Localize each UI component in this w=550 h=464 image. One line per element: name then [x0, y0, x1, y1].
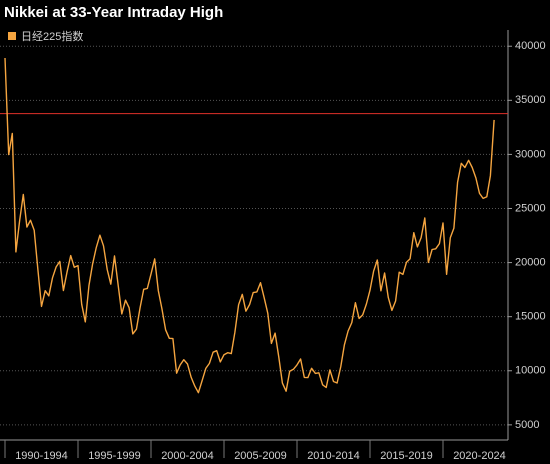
x-tick-label: 2000-2004	[161, 450, 214, 462]
y-tick-label: 10000	[515, 365, 546, 377]
data-line	[4, 57, 495, 394]
y-tick-label: 30000	[515, 148, 546, 160]
y-tick-label: 20000	[515, 256, 546, 268]
legend-label: 日经225指数	[21, 29, 83, 43]
chart-title: Nikkei at 33-Year Intraday High	[4, 4, 223, 21]
x-tick-label: 2010-2014	[307, 450, 360, 462]
legend-swatch	[8, 32, 16, 40]
x-tick-label: 2015-2019	[380, 450, 433, 462]
y-tick-label: 35000	[515, 94, 546, 106]
x-tick-label: 1995-1999	[88, 450, 141, 462]
y-tick-label: 40000	[515, 40, 546, 52]
y-tick-label: 5000	[515, 419, 539, 431]
y-tick-label: 25000	[515, 202, 546, 214]
x-tick-label: 2005-2009	[234, 450, 287, 462]
x-tick-label: 2020-2024	[453, 450, 506, 462]
y-tick-label: 15000	[515, 311, 546, 323]
x-tick-label: 1990-1994	[15, 450, 68, 462]
